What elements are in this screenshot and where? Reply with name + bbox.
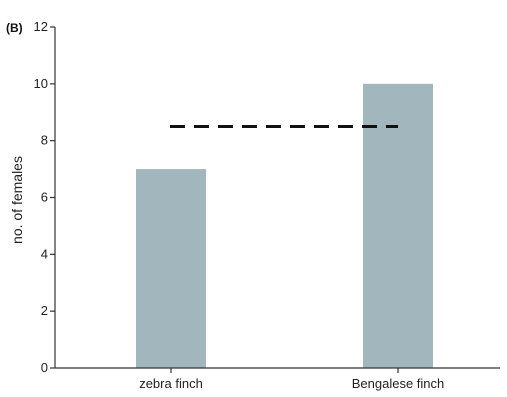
bars-layer — [136, 83, 433, 368]
axes-layer — [54, 27, 500, 369]
y-tick-label: 8 — [41, 133, 48, 148]
ticks-layer: 0 2 4 6 8 10 12 zebra finch Bengalese finch — [34, 19, 445, 391]
y-axis-label: no. of females — [9, 156, 25, 244]
y-tick-label: 2 — [41, 303, 48, 318]
y-tick-label: 6 — [41, 190, 48, 205]
y-tick-label: 4 — [41, 246, 48, 261]
y-tick-label: 10 — [34, 76, 48, 91]
panel-label: (B) — [6, 21, 23, 35]
y-tick-label: 12 — [34, 19, 48, 34]
x-tick-label: Bengalese finch — [352, 376, 445, 391]
y-tick-label: 0 — [41, 360, 48, 375]
bar-bengalese-finch — [363, 83, 433, 368]
bar-zebra-finch — [136, 169, 206, 368]
x-tick-label: zebra finch — [139, 376, 203, 391]
